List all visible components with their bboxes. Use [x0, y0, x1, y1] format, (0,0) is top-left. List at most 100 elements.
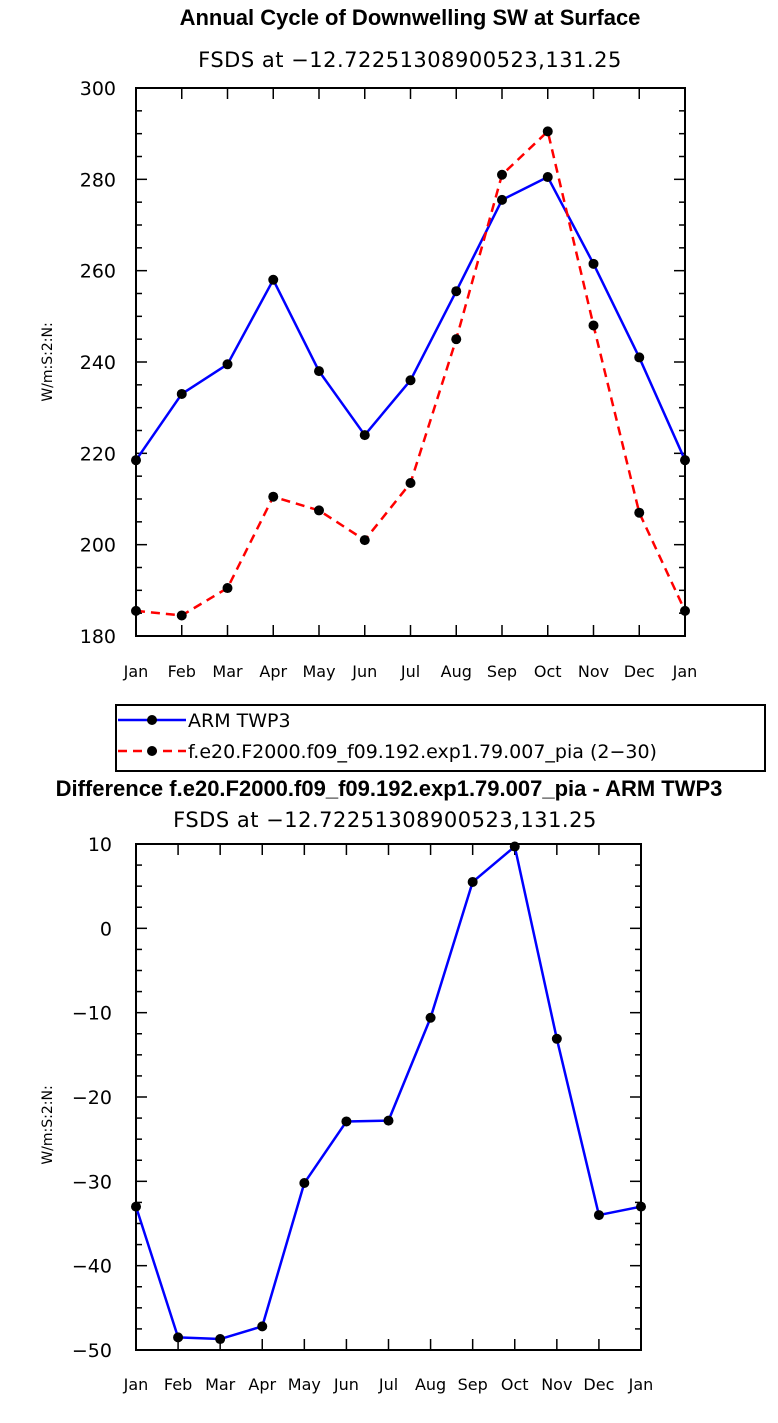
data-point — [680, 455, 690, 466]
data-point — [509, 841, 520, 852]
x-tick-label: Jul — [378, 1375, 398, 1394]
legend-label-model: f.e20.F2000.f09_f09.192.exp1.79.007_pia … — [188, 741, 657, 763]
data-point — [341, 1116, 352, 1127]
legend-label-arm-twp3: ARM TWP3 — [188, 710, 291, 732]
y-tick-label: 180 — [80, 626, 116, 648]
y-tick-label: −10 — [72, 1003, 112, 1025]
data-point — [176, 610, 187, 621]
x-tick-label: Aug — [441, 662, 472, 681]
data-point — [215, 1334, 226, 1345]
y-tick-label: −40 — [72, 1256, 112, 1278]
data-point — [359, 535, 370, 546]
plot-frame — [135, 843, 642, 1351]
chart-subtitle: FSDS at −12.72251308900523,131.25 — [198, 48, 622, 72]
data-point — [636, 1201, 646, 1212]
data-point — [680, 605, 690, 616]
legend: ARM TWP3 f.e20.F2000.f09_f09.192.exp1.79… — [115, 704, 766, 772]
data-point — [131, 455, 141, 466]
data-point — [222, 583, 233, 594]
data-point — [551, 1033, 562, 1044]
x-tick-label: Nov — [578, 662, 609, 681]
x-tick-label: Feb — [168, 662, 196, 681]
data-point — [131, 1201, 141, 1212]
data-point — [222, 359, 233, 370]
y-tick-label: −50 — [72, 1340, 112, 1362]
tick-marks — [135, 87, 686, 637]
chart-title: Annual Cycle of Downwelling SW at Surfac… — [180, 5, 641, 30]
y-tick-label: 10 — [88, 834, 112, 856]
legend-marker-arm-twp3 — [147, 715, 157, 725]
data-series — [131, 126, 690, 621]
y-tick-label: 300 — [80, 78, 116, 100]
y-tick-label: 260 — [80, 261, 116, 283]
data-point — [425, 1012, 436, 1023]
data-point — [314, 505, 324, 516]
data-point — [588, 258, 599, 269]
data-point — [405, 478, 416, 489]
data-point — [451, 286, 462, 297]
x-tick-labels: Jan Feb Mar Apr May Jun Jul Aug Sep Oct Nov Dec Jan — [123, 1375, 654, 1394]
x-tick-label: Nov — [541, 1375, 572, 1394]
y-tick-label: 0 — [100, 918, 112, 940]
legend-marker-model — [147, 746, 157, 756]
x-tick-label: May — [302, 662, 335, 681]
series-line-0 — [134, 845, 642, 1341]
data-point — [268, 491, 279, 502]
x-tick-label: Jan — [123, 662, 149, 681]
x-tick-label: Feb — [164, 1375, 192, 1394]
data-point — [314, 366, 324, 377]
data-point — [542, 126, 553, 137]
x-tick-label: Jun — [351, 662, 377, 681]
data-point — [467, 876, 478, 887]
y-tick-label: 200 — [80, 535, 116, 557]
x-tick-label: Jun — [333, 1375, 359, 1394]
y-tick-label: 220 — [80, 443, 116, 465]
data-point — [634, 352, 645, 363]
chart-subtitle: FSDS at −12.72251308900523,131.25 — [173, 808, 597, 832]
data-point — [299, 1178, 310, 1189]
data-point — [173, 1332, 184, 1343]
data-point — [257, 1321, 268, 1332]
data-point — [497, 169, 507, 180]
data-point — [383, 1115, 394, 1126]
y-axis-label: W/m:S:2:N: — [40, 1085, 56, 1164]
y-tick-label: −30 — [72, 1171, 112, 1193]
data-point — [359, 430, 370, 441]
data-point — [405, 375, 416, 386]
x-tick-label: Jan — [672, 662, 698, 681]
x-tick-label: Oct — [501, 1375, 529, 1394]
y-axis-label: W/m:S:2:N: — [40, 322, 56, 401]
x-tick-label: Dec — [624, 662, 655, 681]
legend-box — [115, 704, 766, 772]
x-tick-label: Mar — [205, 1375, 236, 1394]
y-tick-label: 280 — [80, 169, 116, 191]
data-point — [176, 388, 187, 399]
data-point — [542, 172, 553, 183]
tick-marks — [135, 843, 642, 1351]
x-tick-label: Apr — [259, 662, 287, 681]
series-line-0 — [134, 175, 687, 461]
x-tick-label: May — [288, 1375, 321, 1394]
data-point — [131, 605, 141, 616]
x-tick-label: Oct — [534, 662, 562, 681]
data-point — [593, 1210, 604, 1221]
x-tick-label: Jan — [123, 1375, 149, 1394]
y-tick-label: −20 — [72, 1087, 112, 1109]
annual-cycle-panel: Annual Cycle of Downwelling SW at Surfac… — [40, 5, 766, 772]
y-tick-labels: 180 200 220 240 260 280 300 — [80, 78, 116, 648]
x-tick-label: Sep — [487, 662, 517, 681]
series-line-1 — [135, 130, 687, 617]
x-tick-label: Apr — [248, 1375, 276, 1394]
data-series — [131, 841, 646, 1345]
data-point — [588, 320, 599, 331]
data-point — [268, 274, 279, 285]
data-point — [497, 194, 507, 205]
difference-panel: Difference f.e20.F2000.f09_f09.192.exp1.… — [40, 776, 722, 1394]
x-tick-label: Sep — [458, 1375, 488, 1394]
chart-title: Difference f.e20.F2000.f09_f09.192.exp1.… — [56, 776, 723, 801]
data-point — [451, 334, 462, 345]
x-tick-label: Jan — [628, 1375, 654, 1394]
y-tick-label: 240 — [80, 352, 116, 374]
x-tick-label: Mar — [212, 662, 243, 681]
